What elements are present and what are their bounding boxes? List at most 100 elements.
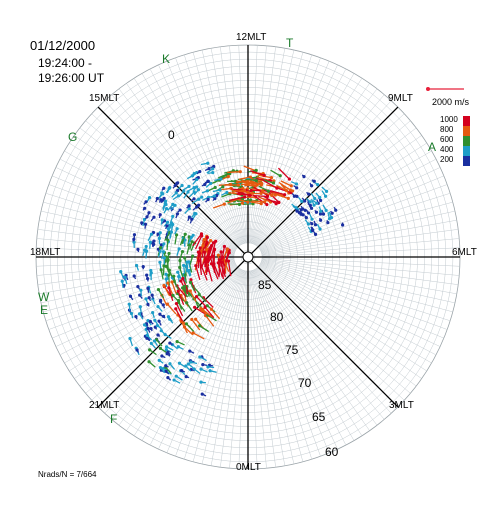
vector-origin (152, 339, 157, 343)
vector-origin (197, 197, 201, 201)
velocity-vector (195, 265, 201, 281)
vector-origin (190, 174, 195, 178)
velocity-vector (258, 185, 269, 192)
vector-origin (221, 185, 225, 189)
meridian (256, 94, 385, 247)
vector-origin (145, 333, 149, 337)
vector-origin (238, 170, 242, 174)
colorbar-tick-label: 600 (440, 135, 454, 144)
vector-origin (219, 250, 223, 254)
meridian (252, 57, 321, 244)
vector-origin (209, 181, 213, 186)
vector-origin (177, 274, 181, 279)
vector-origin (164, 348, 168, 352)
vector-origin (265, 202, 269, 207)
colorbar-tick-label: 800 (440, 125, 454, 134)
meridian (261, 261, 451, 321)
velocity-vector (208, 242, 215, 258)
vector-origin (143, 222, 148, 226)
velocity-vector (227, 260, 232, 277)
vector-origin (166, 259, 170, 263)
vector-origin (176, 188, 180, 193)
vector-origin (194, 264, 198, 268)
meridian (261, 210, 456, 255)
vector-origin (324, 208, 328, 212)
vector-origin (206, 197, 210, 202)
vector-origin (151, 311, 155, 315)
vector-origin (146, 302, 150, 306)
velocity-vector (253, 186, 268, 196)
velocity-vector (200, 265, 208, 281)
vector-origin (201, 307, 205, 312)
velocity-vector (199, 239, 205, 253)
velocity-vector (236, 180, 249, 184)
velocity-vector (238, 176, 251, 180)
vector-origin (144, 244, 148, 249)
meridian (259, 142, 427, 250)
vector-origin (205, 235, 209, 239)
vector-origin (196, 188, 201, 192)
vector-origin (147, 296, 151, 300)
vector-origin (146, 326, 150, 331)
vector-origin (307, 192, 311, 196)
vector-origin (159, 329, 163, 333)
vector-origin (149, 326, 153, 331)
vector-origin (193, 305, 197, 309)
vector-origin (177, 361, 182, 365)
velocity-vectors (119, 161, 345, 397)
vector-origin (211, 167, 215, 171)
vector-origin (159, 198, 163, 202)
vector-origin (206, 179, 210, 183)
meridian (64, 263, 236, 364)
station-K: K (162, 52, 171, 66)
meridian (91, 113, 238, 248)
velocity-vector (275, 193, 289, 200)
nrads-label: Nrads/N = 7/664 (38, 470, 97, 479)
vector-origin (312, 179, 316, 183)
vector-origin (180, 249, 185, 254)
vector-origin (271, 181, 276, 185)
time-start-label: 19:24:00 - (38, 56, 93, 70)
vector-origin (196, 203, 201, 207)
vector-origin (310, 222, 314, 226)
velocity-vector (217, 262, 224, 278)
meridian (259, 127, 417, 249)
meridian (260, 158, 437, 251)
velocity-scale-label: 2000 m/s (432, 97, 470, 107)
vector-origin (303, 208, 307, 212)
meridian (104, 100, 239, 247)
meridian (175, 270, 244, 457)
meridian (220, 46, 247, 244)
vector-origin (143, 206, 147, 210)
vector-origin (188, 280, 193, 284)
vector-origin (190, 317, 194, 322)
meridian (261, 258, 459, 285)
vector-origin (129, 311, 134, 316)
vector-origin (163, 332, 167, 337)
vector-origin (197, 293, 201, 297)
vector-origin (164, 345, 169, 349)
vector-origin (287, 177, 291, 181)
meridian (158, 64, 243, 245)
vector-origin (294, 182, 299, 186)
vector-origin (145, 249, 149, 253)
meridian (141, 269, 242, 441)
vector-origin (165, 224, 169, 228)
vector-origin (222, 202, 226, 206)
vector-origin (221, 255, 225, 259)
velocity-vector (268, 191, 280, 203)
vector-origin (259, 202, 263, 206)
meridian (220, 270, 247, 468)
meridian (238, 45, 248, 243)
vector-origin (138, 293, 142, 297)
vector-origin (187, 260, 191, 264)
vector-origin (148, 348, 152, 352)
velocity-vector (223, 259, 230, 272)
vector-origin (205, 189, 210, 193)
velocity-vector (221, 262, 224, 280)
vector-origin (206, 161, 210, 165)
vector-origin (183, 273, 187, 277)
velocity-vector (167, 282, 174, 296)
velocity-vector (173, 280, 180, 292)
velocity-vector (250, 170, 265, 176)
